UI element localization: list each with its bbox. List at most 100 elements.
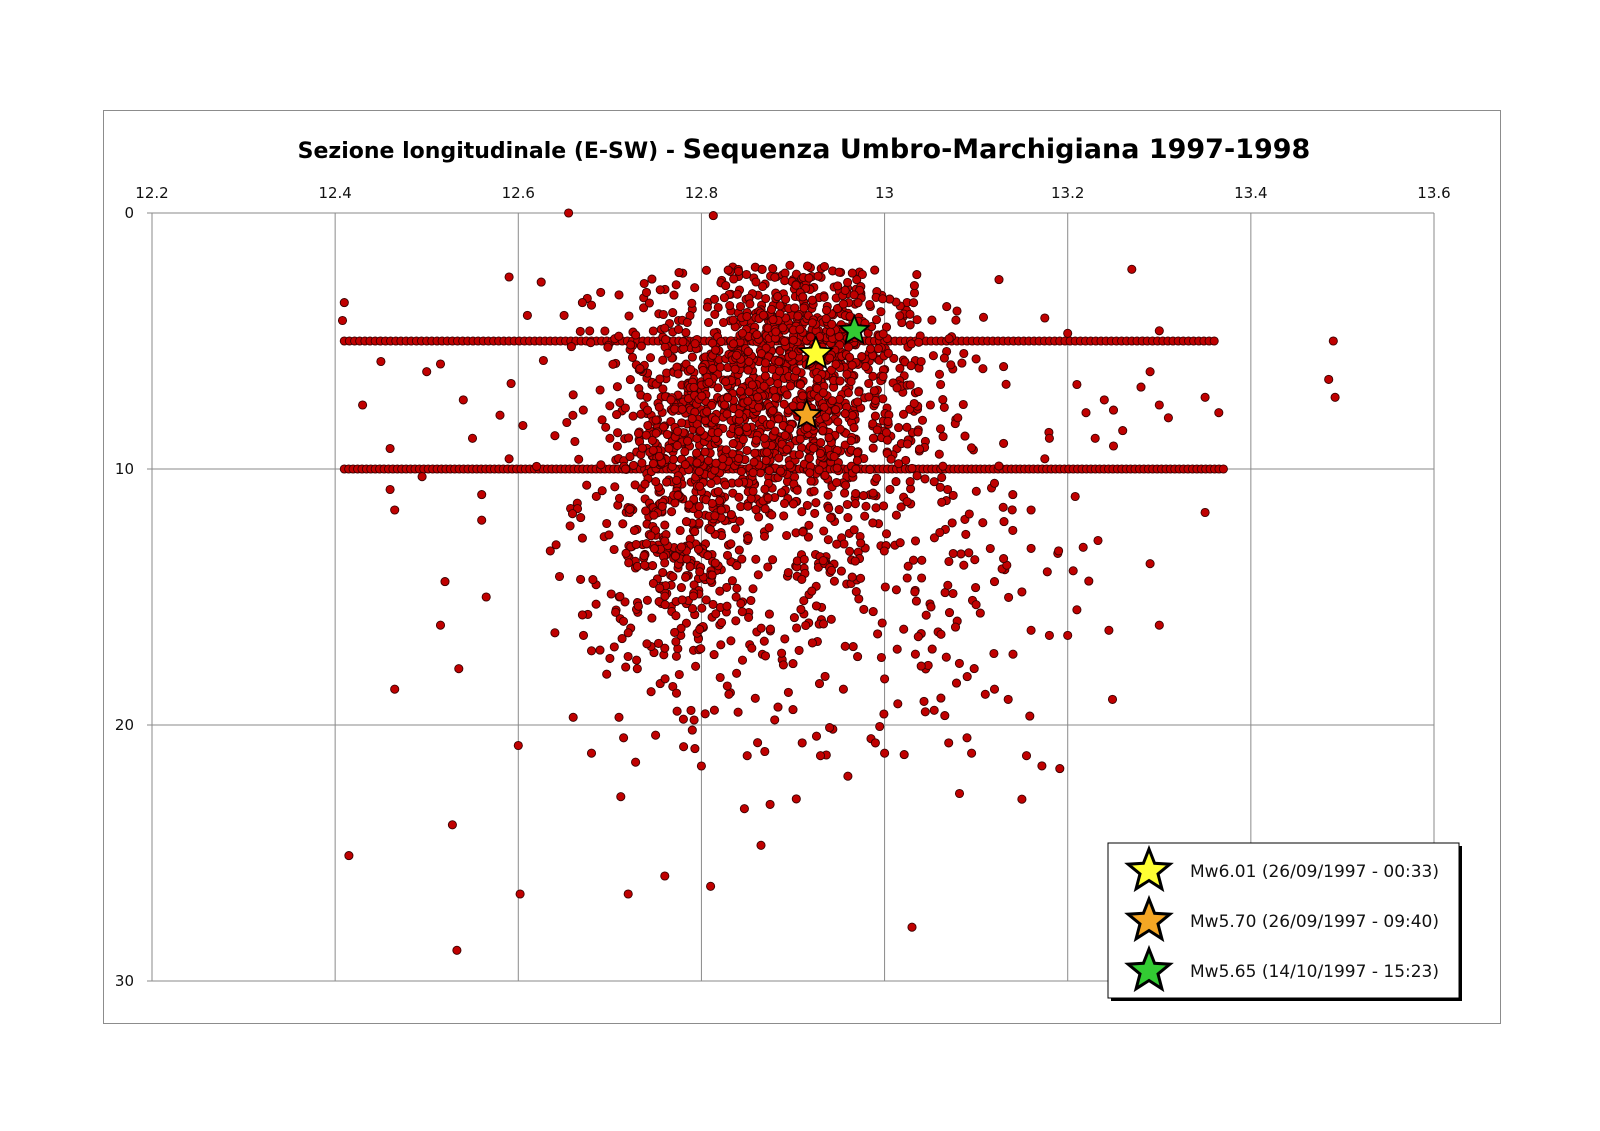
- earthquake-point: [742, 751, 752, 761]
- earthquake-point: [575, 326, 585, 336]
- earthquake-point: [954, 788, 965, 799]
- earthquake-point: [852, 448, 862, 458]
- earthquake-point: [677, 418, 687, 428]
- earthquake-point: [831, 405, 841, 415]
- earthquake-point: [660, 643, 670, 653]
- earthquake-point: [667, 507, 677, 517]
- earthquake-point: [941, 652, 951, 662]
- x-tick-label: 13.4: [1234, 184, 1267, 202]
- earthquake-point: [907, 922, 917, 932]
- earthquake-point: [773, 379, 783, 389]
- earthquake-point: [868, 419, 878, 429]
- earthquake-point: [880, 674, 890, 684]
- legend-label: Mw5.70 (26/09/1997 - 09:40): [1190, 912, 1439, 932]
- earthquake-point: [826, 365, 836, 375]
- earthquake-point: [768, 315, 778, 325]
- earthquake-point: [623, 628, 633, 638]
- earthquake-point: [1200, 392, 1210, 402]
- earthquake-point: [774, 366, 785, 376]
- earthquake-point: [691, 661, 701, 671]
- earthquake-point: [628, 460, 639, 470]
- earthquake-point: [777, 648, 787, 658]
- earthquake-point: [876, 652, 886, 663]
- earthquake-point: [644, 298, 654, 308]
- earthquake-point: [694, 467, 704, 477]
- earthquake-point: [666, 395, 676, 405]
- earthquake-point: [911, 596, 921, 606]
- earthquake-point: [799, 303, 809, 313]
- earthquake-point: [1214, 408, 1224, 418]
- earthquake-point: [736, 466, 746, 476]
- earthquake-point: [707, 498, 717, 508]
- earthquake-point: [799, 596, 809, 606]
- earthquake-point: [789, 613, 799, 623]
- earthquake-point: [747, 380, 757, 390]
- earthquake-point: [989, 478, 1000, 488]
- earthquake-point: [390, 684, 400, 694]
- earthquake-point: [912, 270, 922, 280]
- earthquake-point: [605, 401, 615, 411]
- earthquake-point: [614, 331, 624, 341]
- earthquake-point: [660, 558, 670, 568]
- earthquake-point: [651, 415, 661, 425]
- earthquake-point: [838, 299, 848, 309]
- earthquake-point: [780, 276, 790, 286]
- earthquake-point: [751, 435, 761, 445]
- earthquake-point: [671, 651, 681, 661]
- earthquake-point: [885, 484, 895, 494]
- earthquake-point: [641, 506, 651, 516]
- earthquake-point: [743, 534, 753, 544]
- earthquake-point: [734, 409, 744, 419]
- earthquake-point: [751, 277, 761, 287]
- legend-star-icon: [1124, 844, 1174, 893]
- main-event-star: [837, 313, 871, 345]
- earthquake-point: [978, 312, 989, 322]
- earthquake-point: [868, 488, 878, 498]
- earthquake-point: [623, 889, 633, 899]
- earthquake-point: [660, 871, 670, 881]
- earthquake-point: [690, 527, 700, 537]
- earthquake-point: [1145, 559, 1155, 569]
- earthquake-point: [826, 614, 836, 624]
- earthquake-point: [713, 428, 723, 438]
- earthquake-point: [1025, 711, 1035, 721]
- earthquake-point: [835, 376, 845, 386]
- earthquake-point: [825, 723, 835, 733]
- earthquake-point: [913, 427, 923, 437]
- x-tick-label: 12.4: [318, 184, 351, 202]
- earthquake-point: [614, 290, 624, 300]
- earthquake-point: [1008, 649, 1018, 659]
- earthquake-point: [779, 498, 790, 509]
- earthquake-point: [649, 544, 659, 554]
- earthquake-point: [799, 554, 809, 565]
- earthquake-point: [515, 889, 525, 899]
- earthquake-point: [660, 674, 670, 684]
- earthquake-point: [824, 432, 834, 443]
- earthquake-point: [861, 361, 871, 372]
- earthquake-point: [856, 538, 866, 548]
- earthquake-point: [865, 464, 875, 475]
- earthquake-point: [872, 425, 882, 435]
- earthquake-point: [595, 645, 605, 655]
- earthquake-point: [641, 287, 652, 297]
- earthquake-point: [783, 687, 793, 697]
- x-tick-label: 12.6: [502, 184, 535, 202]
- earthquake-point: [695, 567, 705, 577]
- earthquake-point: [953, 413, 963, 423]
- earthquake-point: [961, 529, 971, 539]
- earthquake-point: [902, 439, 913, 449]
- earthquake-point: [568, 390, 578, 400]
- earthquake-point: [959, 560, 969, 570]
- earthquake-point: [733, 707, 743, 717]
- earthquake-point: [808, 443, 818, 453]
- earthquake-point: [647, 274, 657, 284]
- earthquake-point: [440, 577, 450, 587]
- earthquake-point: [605, 433, 615, 443]
- earthquake-point: [836, 566, 846, 576]
- earthquake-point: [588, 575, 598, 585]
- earthquake-point: [883, 348, 893, 358]
- earthquake-point: [847, 360, 857, 370]
- earthquake-point: [674, 669, 684, 680]
- earthquake-point: [649, 510, 659, 520]
- main-event-star: [790, 397, 824, 430]
